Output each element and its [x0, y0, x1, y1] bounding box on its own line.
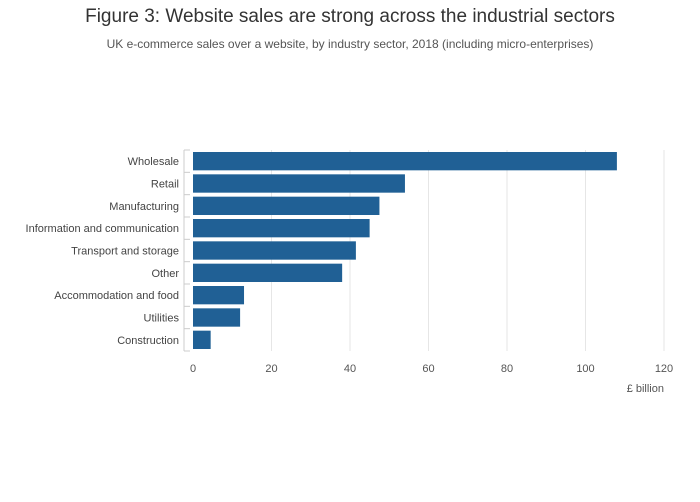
bar-retail [193, 174, 405, 193]
chart-title: Figure 3: Website sales are strong acros… [85, 6, 615, 27]
bar-construction [193, 330, 211, 349]
chart-subtitle: UK e-commerce sales over a website, by i… [106, 37, 594, 51]
y-axis [183, 149, 190, 352]
x-tick-label: 80 [501, 363, 513, 375]
category-label: Wholesale [128, 156, 179, 168]
category-label: Retail [151, 179, 179, 191]
x-tick-label: 20 [265, 363, 277, 375]
bar-accommodation-and-food [193, 286, 245, 305]
x-tick-label: 120 [655, 363, 673, 375]
category-label: Accommodation and food [54, 290, 179, 302]
x-tick-label: 100 [576, 363, 594, 375]
category-label: Information and communication [26, 223, 179, 235]
category-label: Transport and storage [71, 246, 179, 258]
bar-utilities [193, 308, 241, 327]
category-label: Manufacturing [109, 201, 179, 213]
category-label: Utilities [144, 313, 180, 325]
bar-wholesale [193, 152, 617, 171]
category-label: Other [151, 268, 179, 280]
x-tick-label: 0 [190, 363, 196, 375]
bar-transport-and-storage [193, 241, 356, 260]
x-axis-ticks: 0 20 40 60 80 100 120 [190, 363, 673, 375]
bar-information-and-communication [193, 219, 370, 238]
category-label: Construction [117, 335, 179, 347]
x-axis-title: £ billion [627, 383, 664, 395]
x-tick-label: 40 [344, 363, 356, 375]
x-tick-label: 60 [422, 363, 434, 375]
bars [193, 152, 617, 349]
bar-manufacturing [193, 196, 380, 215]
category-labels: Wholesale Retail Manufacturing Information … [26, 156, 180, 347]
bar-other [193, 263, 343, 282]
